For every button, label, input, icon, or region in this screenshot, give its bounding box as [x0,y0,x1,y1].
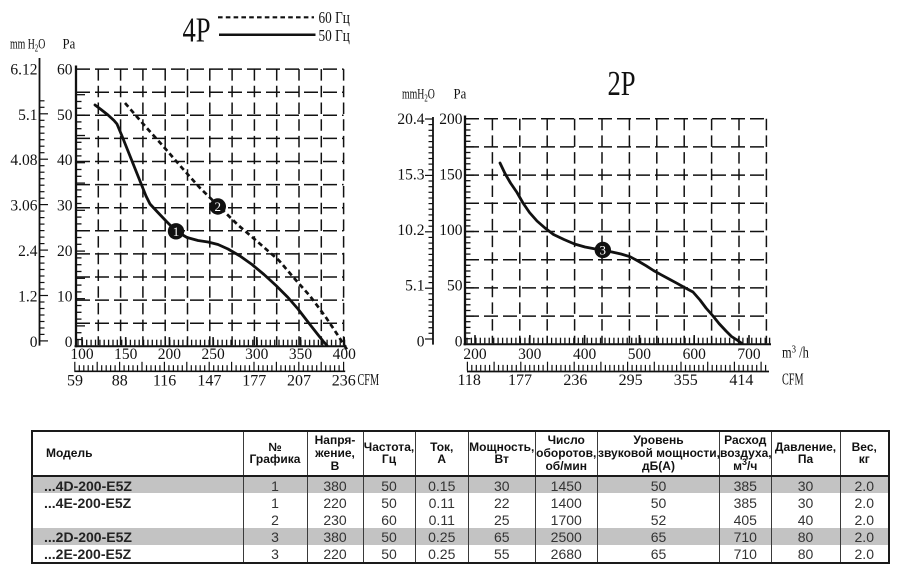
svg-text:2P: 2P [607,63,635,102]
svg-text:150: 150 [439,167,463,184]
svg-text:mm H2O: mm H2O [10,35,45,53]
svg-text:118: 118 [457,372,480,389]
svg-text:0: 0 [30,334,38,351]
svg-text:40: 40 [57,152,73,169]
svg-text:CFM: CFM [782,371,804,389]
svg-text:147: 147 [197,372,221,389]
svg-text:355: 355 [674,372,698,389]
svg-text:30: 30 [57,198,73,215]
svg-text:20: 20 [57,243,73,260]
svg-text:0: 0 [417,333,425,350]
svg-text:236: 236 [563,372,587,389]
svg-text:500: 500 [628,346,652,363]
svg-text:400: 400 [333,346,357,363]
svg-text:200: 200 [463,346,487,363]
svg-text:200: 200 [158,346,182,363]
svg-text:116: 116 [153,372,176,389]
svg-text:3.06: 3.06 [10,198,37,215]
svg-text:400: 400 [573,346,597,363]
svg-text:350: 350 [289,346,313,363]
svg-text:250: 250 [201,346,225,363]
svg-text:4.08: 4.08 [10,152,37,169]
svg-text:50 Гц: 50 Гц [319,26,350,45]
svg-text:6.12: 6.12 [10,61,37,78]
svg-text:4P: 4P [182,10,210,49]
svg-text:60: 60 [57,61,73,78]
svg-text:295: 295 [619,372,643,389]
svg-text:2.4: 2.4 [18,243,38,260]
svg-text:300: 300 [245,346,269,363]
svg-text:207: 207 [287,372,311,389]
svg-text:0: 0 [455,333,463,350]
svg-text:1: 1 [173,224,180,239]
svg-text:5.1: 5.1 [18,107,37,124]
svg-text:100: 100 [439,222,463,239]
svg-text:mmH2O: mmH2O [402,85,435,103]
svg-text:177: 177 [242,372,266,389]
svg-text:0: 0 [65,334,73,351]
svg-text:10.2: 10.2 [397,222,424,239]
svg-text:236: 236 [332,372,356,389]
svg-text:200: 200 [439,111,463,128]
svg-text:5.1: 5.1 [405,278,424,295]
svg-text:150: 150 [114,346,138,363]
svg-text:15.3: 15.3 [397,167,424,184]
svg-text:700: 700 [737,346,761,363]
svg-text:50: 50 [57,107,73,124]
svg-text:414: 414 [729,372,753,389]
svg-text:Pa: Pa [454,87,467,103]
svg-text:100: 100 [70,346,94,363]
svg-text:3: 3 [600,243,607,258]
svg-text:60 Гц: 60 Гц [319,9,350,28]
svg-text:1.2: 1.2 [18,289,37,306]
svg-text:CFM: CFM [358,372,380,390]
svg-text:59: 59 [67,372,83,389]
svg-text:2: 2 [215,199,222,214]
svg-text:50: 50 [447,278,463,295]
svg-text:Pa: Pa [63,37,76,53]
svg-text:600: 600 [683,346,707,363]
svg-text:88: 88 [112,372,128,389]
svg-text:10: 10 [57,289,73,306]
svg-text:300: 300 [518,346,542,363]
svg-text:20.4: 20.4 [397,111,424,128]
svg-text:m3 /h: m3 /h [782,344,809,362]
svg-text:177: 177 [508,372,532,389]
